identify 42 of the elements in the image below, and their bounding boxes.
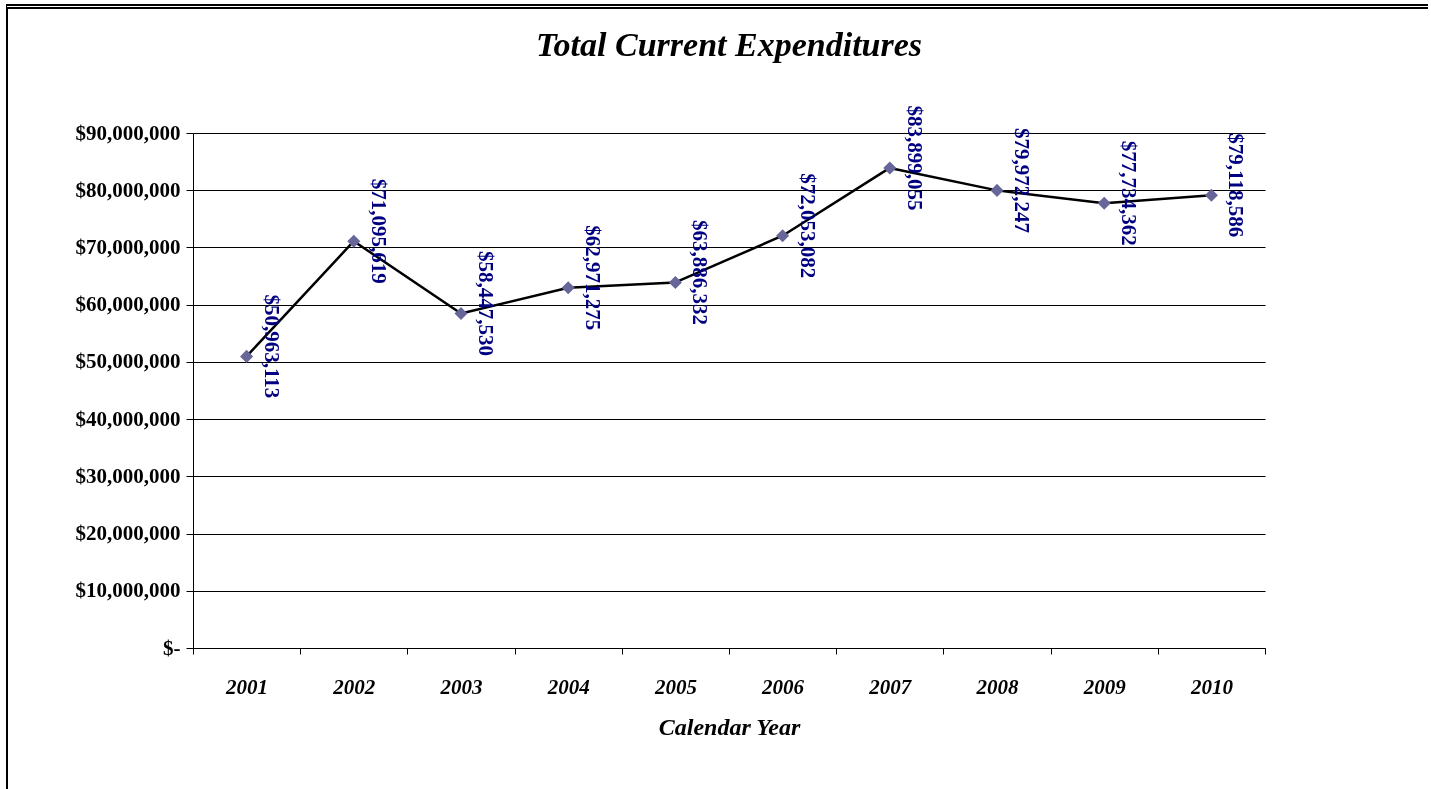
x-tick-label: 2006 — [761, 674, 805, 699]
data-label: $58,447,530 — [474, 251, 498, 357]
y-tick-label: $80,000,000 — [75, 177, 181, 202]
data-label: $83,899,055 — [902, 105, 927, 211]
point — [883, 161, 897, 175]
y-tick-label: $30,000,000 — [75, 463, 181, 488]
point — [240, 349, 254, 363]
x-axis-title: Calendar Year — [658, 713, 801, 740]
y-tick-label: $60,000,000 — [75, 292, 181, 317]
x-tick-label: 2007 — [868, 674, 913, 699]
x-tick-label: 2008 — [975, 674, 1019, 699]
point — [1097, 196, 1111, 210]
data-label: $71,095,619 — [366, 178, 391, 284]
y-tick-label: $- — [163, 635, 181, 660]
data-label: $79,972,247 — [1010, 127, 1034, 233]
point — [668, 275, 682, 289]
data-label: $77,734,362 — [1117, 140, 1142, 246]
data-label: $62,971,275 — [581, 225, 606, 331]
point — [561, 281, 575, 295]
data-label: $50,963,113 — [259, 294, 284, 399]
x-tick-label: 2002 — [332, 674, 376, 699]
x-tick-label: 2009 — [1082, 674, 1127, 699]
y-tick-label: $20,000,000 — [75, 521, 181, 546]
x-tick-label: 2004 — [546, 674, 590, 699]
point — [454, 307, 468, 321]
data-label: $72,053,082 — [795, 173, 820, 279]
chart-title: Total Current Expenditures — [535, 26, 923, 64]
point — [347, 234, 361, 248]
data-label: $63,886,332 — [688, 219, 713, 325]
data-label: $79,118,586 — [1224, 133, 1249, 238]
point — [1204, 188, 1218, 202]
y-tick-label: $50,000,000 — [75, 349, 181, 374]
point — [990, 183, 1004, 197]
y-tick-label: $10,000,000 — [75, 578, 181, 603]
y-tick-label: $40,000,000 — [75, 406, 181, 431]
y-tick-label: $70,000,000 — [75, 234, 181, 259]
x-tick-label: 2001 — [225, 674, 269, 699]
x-tick-label: 2003 — [439, 674, 483, 699]
x-tick-label: 2005 — [653, 674, 697, 699]
x-tick-label: 2010 — [1189, 674, 1234, 699]
point — [776, 229, 790, 243]
y-tick-label: $90,000,000 — [75, 120, 181, 145]
